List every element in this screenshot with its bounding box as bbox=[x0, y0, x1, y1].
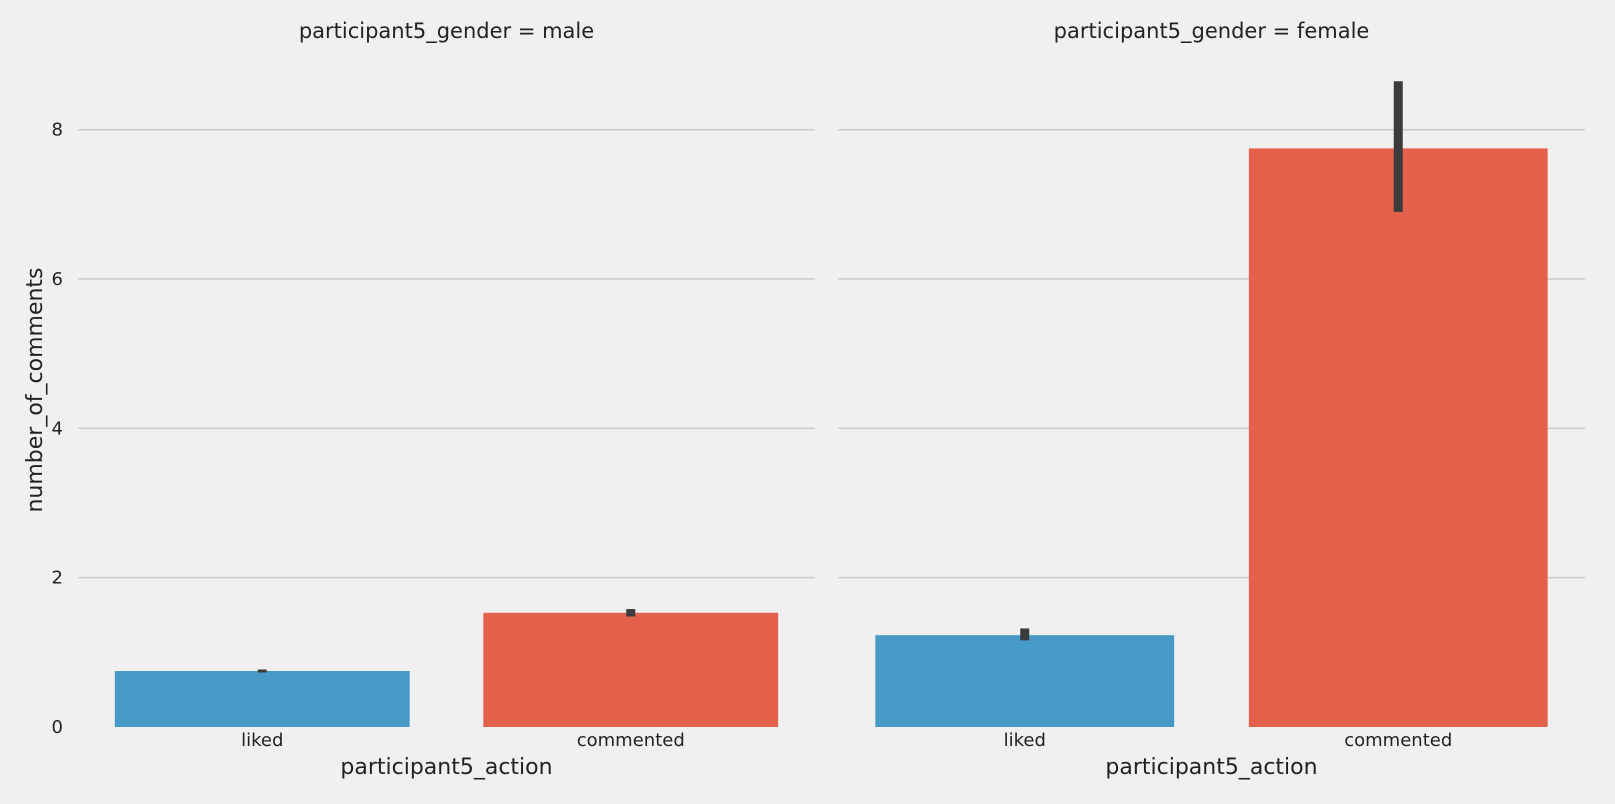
x-tick-label: commented bbox=[1344, 730, 1452, 751]
x-tick-label: liked bbox=[1004, 730, 1046, 751]
bar-liked bbox=[875, 635, 1175, 727]
x-tick-label: liked bbox=[241, 730, 283, 751]
bar-commented bbox=[1248, 148, 1548, 728]
y-tick-label: 4 bbox=[52, 418, 63, 439]
x-axis-label: participant5_action bbox=[340, 755, 552, 780]
bar-commented bbox=[483, 612, 779, 727]
bar-liked bbox=[114, 671, 410, 727]
panel-title: participant5_gender = male bbox=[299, 19, 594, 44]
y-tick-label: 2 bbox=[52, 568, 63, 589]
panel-title: participant5_gender = female bbox=[1054, 19, 1370, 44]
y-axis-label: number_of_comments bbox=[23, 267, 48, 512]
x-tick-label: commented bbox=[577, 730, 685, 751]
y-tick-label: 8 bbox=[52, 120, 63, 141]
x-axis-label: participant5_action bbox=[1105, 755, 1317, 780]
y-tick-label: 0 bbox=[52, 717, 63, 738]
y-tick-label: 6 bbox=[52, 269, 63, 290]
